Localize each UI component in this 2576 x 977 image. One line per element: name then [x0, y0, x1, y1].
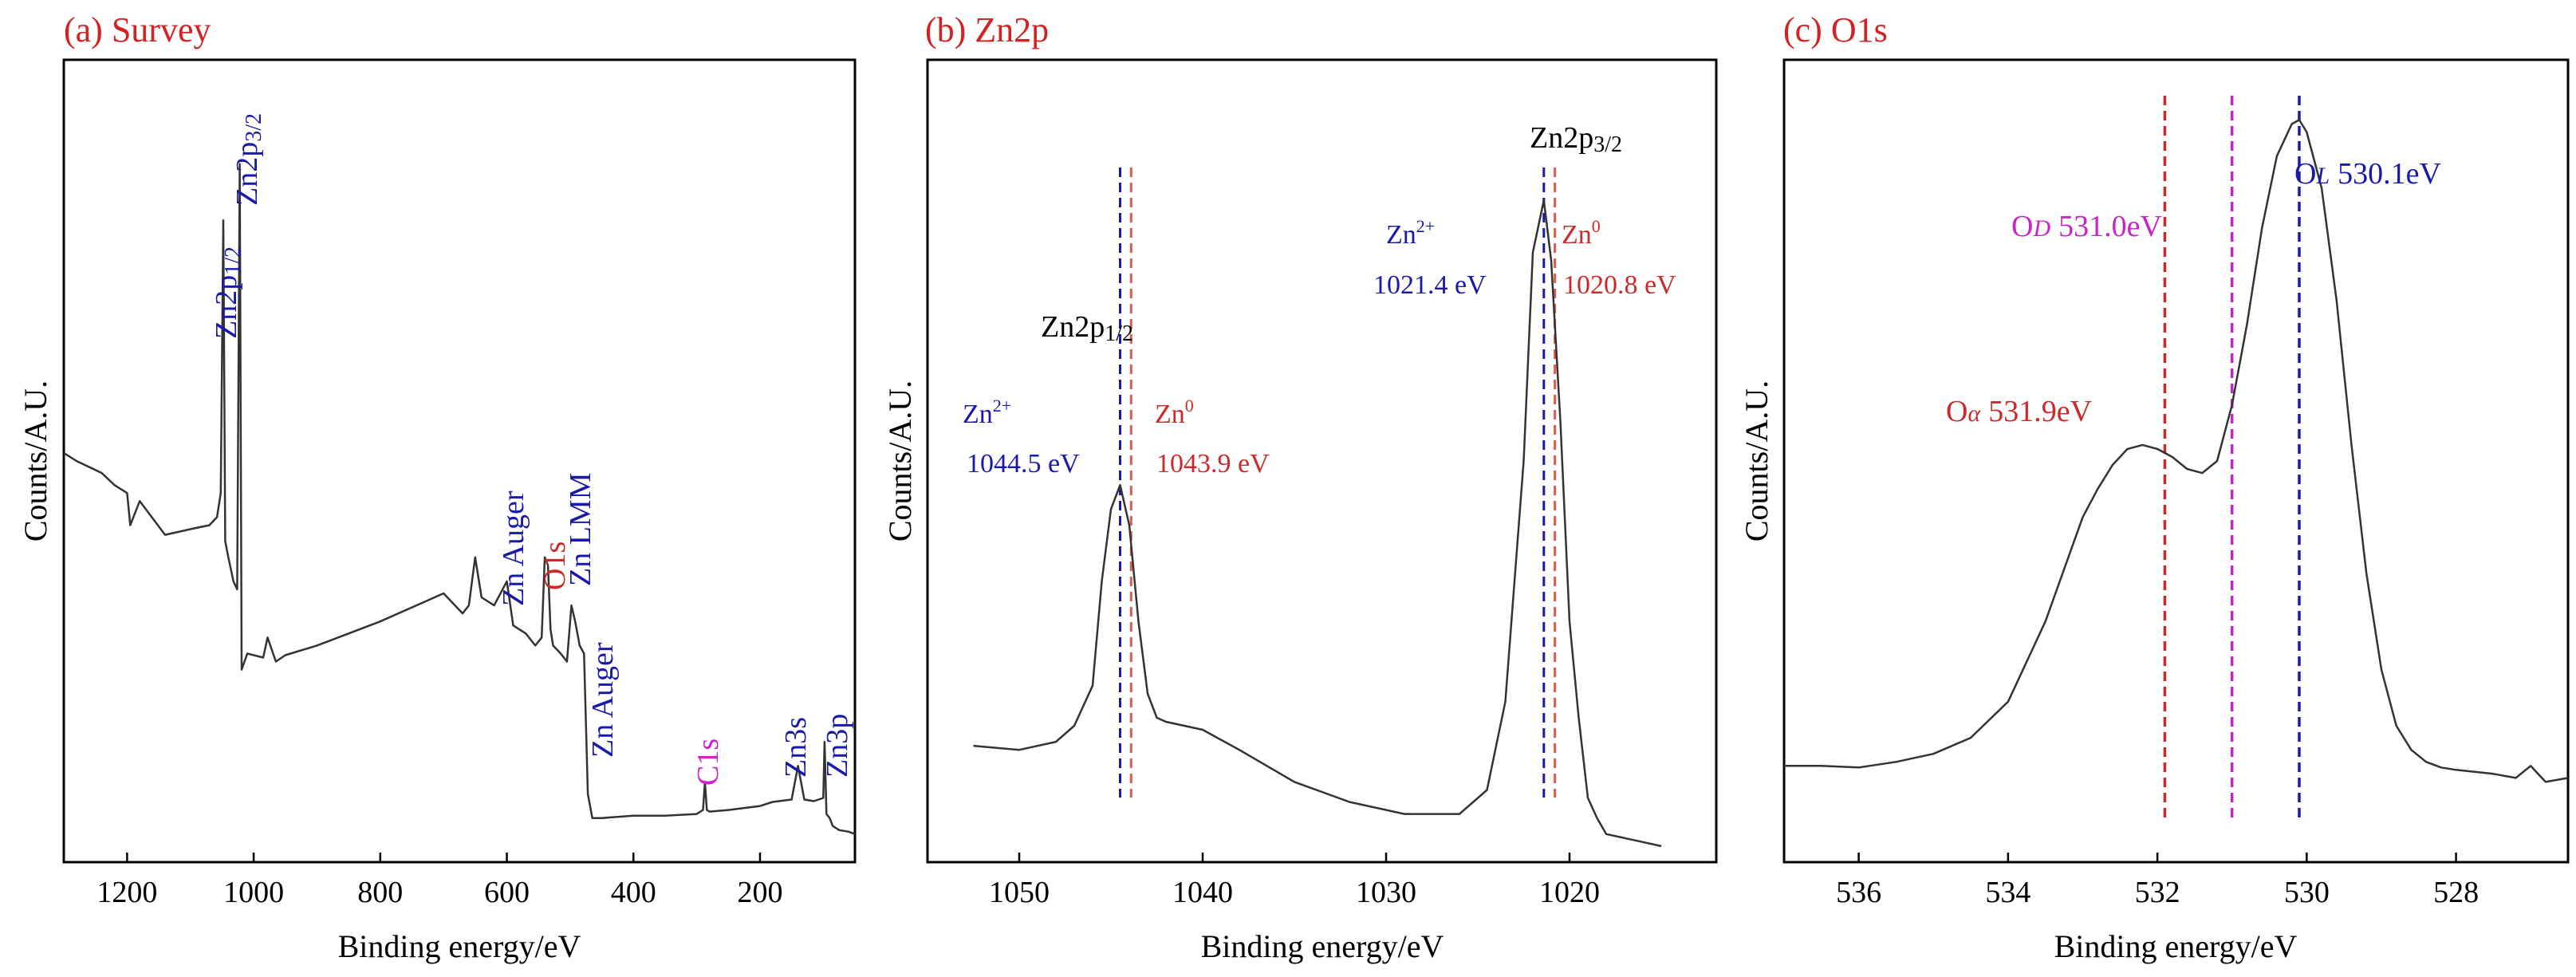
- annotation-zn2plus-2: Zn2+: [1386, 216, 1435, 250]
- annotation-value-4: 1020.8 eV: [1563, 270, 1676, 300]
- x-tick-label: 800: [357, 876, 403, 909]
- x-ticks: 1050 1040 1030 1020: [989, 853, 1600, 909]
- annotation-value-3: 1021.4 eV: [1373, 270, 1487, 300]
- x-tick-label: 536: [1836, 876, 1881, 909]
- annotation-zn2p12: Zn2p1/2: [210, 246, 246, 339]
- x-axis-label: Binding energy/eV: [2054, 928, 2298, 964]
- x-tick-label: 1200: [97, 876, 157, 909]
- panel-o1s: (c) O1s Counts/A.U. Binding energy/eV 53…: [1739, 10, 2570, 964]
- annotation-zn-auger-1: Zn Auger: [497, 490, 530, 606]
- x-tick-label: 1020: [1539, 876, 1600, 909]
- annotation-c1s: C1s: [691, 739, 725, 786]
- y-axis-label: Counts/A.U.: [1739, 380, 1774, 542]
- x-axis-label: Binding energy/eV: [338, 928, 581, 964]
- plot-frame: [1782, 58, 2570, 864]
- annotation-zn2p32: Zn2p3/2: [1530, 121, 1622, 157]
- x-tick-label: 400: [611, 876, 656, 909]
- survey-spectrum-line: [63, 163, 856, 835]
- x-tick-label: 530: [2284, 876, 2330, 909]
- x-tick-label: 1050: [989, 876, 1050, 909]
- x-tick-label: 532: [2135, 876, 2180, 909]
- annotation-zn3s: Zn3s: [779, 717, 813, 778]
- y-axis-label: Counts/A.U.: [18, 380, 53, 542]
- x-tick-label: 528: [2433, 876, 2479, 909]
- x-tick-label: 1040: [1172, 876, 1233, 909]
- annotation-zn2p32: Zn2p3/2: [230, 113, 266, 206]
- x-ticks: 1200 1000 800 600 400 200: [97, 853, 782, 909]
- x-tick-label: 1030: [1356, 876, 1416, 909]
- annotation-zn-lmm: Zn LMM: [564, 473, 597, 587]
- annotation-zn0-1: Zn0: [1155, 396, 1194, 429]
- annotation-o-d: OD 531.0eV: [2011, 210, 2162, 243]
- o1s-spectrum-line: [1784, 119, 2569, 783]
- panel-title: (c) O1s: [1783, 10, 1888, 49]
- y-axis-label: Counts/A.U.: [882, 380, 918, 542]
- x-tick-label: 200: [737, 876, 782, 909]
- plot-frame: [926, 58, 1718, 864]
- panel-title: (a) Survey: [64, 10, 211, 49]
- annotation-value-1: 1044.5 eV: [967, 449, 1080, 479]
- x-tick-label: 600: [484, 876, 530, 909]
- annotation-zn-auger-2: Zn Auger: [586, 642, 620, 758]
- annotation-o1s: O1s: [538, 542, 572, 590]
- annotation-zn0-2: Zn0: [1562, 216, 1601, 250]
- annotation-value-2: 1043.9 eV: [1156, 449, 1270, 479]
- panel-zn2p: (b) Zn2p Counts/A.U. Binding energy/eV 1…: [882, 10, 1718, 964]
- x-axis-label: Binding energy/eV: [1201, 928, 1444, 964]
- panel-title: (b) Zn2p: [925, 10, 1049, 49]
- annotation-o-l: OL 530.1eV: [2294, 157, 2442, 191]
- annotation-o-alpha: Oα 531.9eV: [1946, 395, 2093, 428]
- plot-frame: [62, 58, 857, 864]
- x-ticks: 536 534 532 530 528: [1836, 853, 2479, 909]
- zn2p-spectrum-line: [973, 199, 1662, 848]
- annotation-zn2p12: Zn2p1/2: [1041, 310, 1133, 346]
- annotation-zn2plus-1: Zn2+: [963, 396, 1011, 429]
- panel-survey: (a) Survey Counts/A.U. Binding energy/eV…: [18, 10, 857, 964]
- x-tick-label: 534: [1985, 876, 2030, 909]
- annotation-zn3p: Zn3p: [821, 714, 854, 778]
- x-tick-label: 1000: [223, 876, 284, 909]
